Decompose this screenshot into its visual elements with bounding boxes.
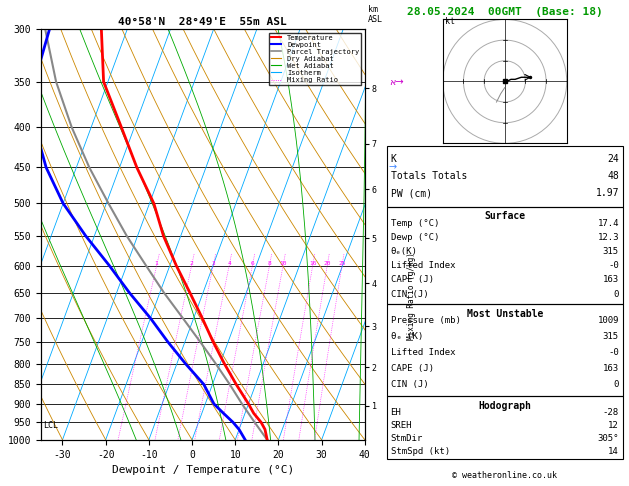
Text: 12: 12 <box>608 421 619 430</box>
Text: Lifted Index: Lifted Index <box>391 348 455 357</box>
Text: θₑ(K): θₑ(K) <box>391 247 418 256</box>
Text: θₑ (K): θₑ (K) <box>391 332 423 341</box>
Text: Hodograph: Hodograph <box>478 401 532 411</box>
Text: 16: 16 <box>309 260 316 265</box>
Text: -0: -0 <box>608 348 619 357</box>
Text: 305°: 305° <box>598 434 619 443</box>
Legend: Temperature, Dewpoint, Parcel Trajectory, Dry Adiabat, Wet Adiabat, Isotherm, Mi: Temperature, Dewpoint, Parcel Trajectory… <box>269 33 361 85</box>
Text: Totals Totals: Totals Totals <box>391 171 467 181</box>
X-axis label: Dewpoint / Temperature (°C): Dewpoint / Temperature (°C) <box>112 465 294 475</box>
Text: 1: 1 <box>155 260 159 265</box>
Text: LCL: LCL <box>43 421 58 431</box>
Text: -28: -28 <box>603 408 619 417</box>
Text: →: → <box>389 162 397 173</box>
Text: kt: kt <box>445 17 455 26</box>
Text: 12.3: 12.3 <box>598 233 619 242</box>
Text: CAPE (J): CAPE (J) <box>391 364 433 373</box>
Text: Dewp (°C): Dewp (°C) <box>391 233 439 242</box>
Text: 163: 163 <box>603 276 619 284</box>
Text: km
ASL: km ASL <box>368 5 383 24</box>
Text: Surface: Surface <box>484 211 525 222</box>
Text: 3: 3 <box>211 260 215 265</box>
Text: 24: 24 <box>607 154 619 164</box>
Text: StmDir: StmDir <box>391 434 423 443</box>
Text: SREH: SREH <box>391 421 412 430</box>
Text: 1009: 1009 <box>598 316 619 325</box>
Text: 25: 25 <box>338 260 346 265</box>
Text: Most Unstable: Most Unstable <box>467 309 543 319</box>
Text: 2: 2 <box>190 260 194 265</box>
Text: EH: EH <box>391 408 401 417</box>
Text: CIN (J): CIN (J) <box>391 290 428 298</box>
Text: א→: א→ <box>389 77 403 87</box>
Text: -0: -0 <box>608 261 619 270</box>
Y-axis label: hPa: hPa <box>0 225 2 244</box>
Text: Temp (°C): Temp (°C) <box>391 219 439 228</box>
Text: 28.05.2024  00GMT  (Base: 18): 28.05.2024 00GMT (Base: 18) <box>407 7 603 17</box>
Text: K: K <box>391 154 396 164</box>
Text: Mixing Ratio (g/kg): Mixing Ratio (g/kg) <box>408 252 416 340</box>
Text: 20: 20 <box>323 260 331 265</box>
Text: 17.4: 17.4 <box>598 219 619 228</box>
Text: PW (cm): PW (cm) <box>391 188 431 198</box>
Text: 6: 6 <box>250 260 254 265</box>
Text: 315: 315 <box>603 247 619 256</box>
Text: 10: 10 <box>279 260 287 265</box>
Text: Lifted Index: Lifted Index <box>391 261 455 270</box>
Text: 163: 163 <box>603 364 619 373</box>
Text: Pressure (mb): Pressure (mb) <box>391 316 460 325</box>
Text: 8: 8 <box>267 260 271 265</box>
Text: 1.97: 1.97 <box>596 188 619 198</box>
Text: 48: 48 <box>607 171 619 181</box>
Text: StmSpd (kt): StmSpd (kt) <box>391 447 450 455</box>
Title: 40°58'N  28°49'E  55m ASL: 40°58'N 28°49'E 55m ASL <box>118 17 287 27</box>
Text: 4: 4 <box>227 260 231 265</box>
Text: CIN (J): CIN (J) <box>391 380 428 389</box>
Text: 0: 0 <box>613 290 619 298</box>
Text: 14: 14 <box>608 447 619 455</box>
Text: CAPE (J): CAPE (J) <box>391 276 433 284</box>
Text: © weatheronline.co.uk: © weatheronline.co.uk <box>452 471 557 480</box>
Text: 0: 0 <box>613 380 619 389</box>
Text: 315: 315 <box>603 332 619 341</box>
